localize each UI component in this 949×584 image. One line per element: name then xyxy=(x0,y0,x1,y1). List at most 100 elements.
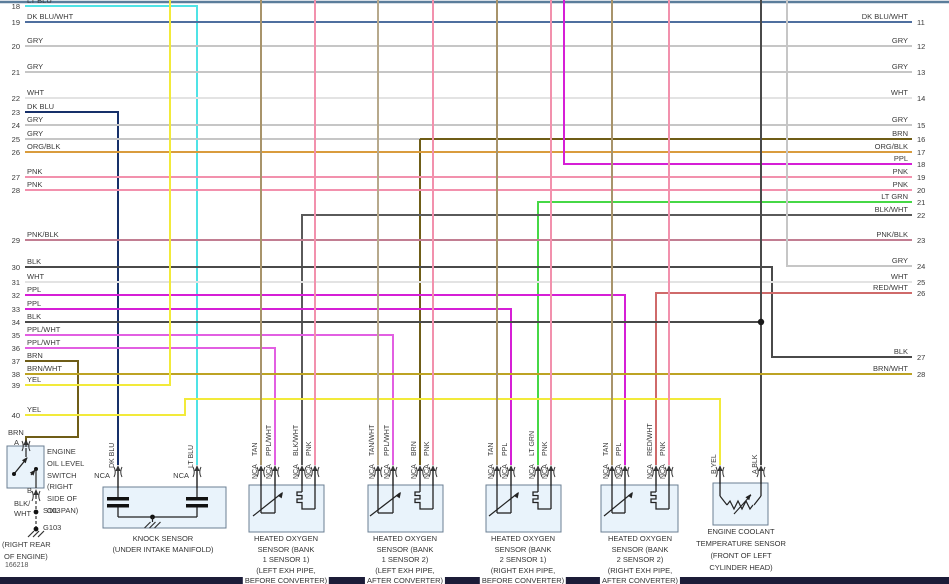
left-pin-number: 34 xyxy=(11,318,20,327)
connector-arrow-icon xyxy=(23,439,29,445)
connector-icon xyxy=(533,466,536,478)
connector-icon xyxy=(199,466,202,478)
wire-color-label: B YEL xyxy=(711,454,718,474)
right-wire-label: BRN/WHT xyxy=(873,364,908,373)
left-pin-number: 22 xyxy=(11,94,20,103)
caption-line: (RIGHT EXH PIPE, xyxy=(490,565,556,575)
caption-line: 1 SENSOR 1) xyxy=(262,555,310,564)
right-pin-number: 27 xyxy=(917,353,926,362)
caption-line: SENSOR (BANK xyxy=(494,544,552,554)
caption-line: OIL LEVEL xyxy=(47,458,85,468)
caption-line: (RIGHT xyxy=(47,482,73,492)
right-pin-number: 28 xyxy=(917,370,926,379)
oil-switch-label: G103 xyxy=(43,523,62,532)
oil-switch-label: OF ENGINE) xyxy=(4,552,48,561)
right-pin-number: 19 xyxy=(917,173,926,182)
left-pin-number: 21 xyxy=(11,68,20,77)
right-wire-label: PNK/BLK xyxy=(876,230,908,239)
knock-element-icon xyxy=(107,504,129,508)
connector-arrow-icon xyxy=(375,465,381,471)
caption-line: (UNDER INTAKE MANIFOLD) xyxy=(112,545,214,554)
caption-line: HEATED OXYGEN xyxy=(490,534,556,543)
right-wire-label: BRN xyxy=(892,129,908,138)
connector-icon xyxy=(499,466,502,478)
right-wire-label: ORG/BLK xyxy=(874,142,908,151)
wire-gry xyxy=(786,0,912,267)
engine-coolant-temp-sensor-caption: ENGINE COOLANT TEMPERATURE SENSOR (FRONT O… xyxy=(694,526,788,574)
connector-arrow-icon xyxy=(758,465,764,471)
connector-arrow-icon xyxy=(390,465,396,471)
left-pin-number: 32 xyxy=(11,291,20,300)
caption-line: HEATED OXYGEN xyxy=(253,534,319,543)
caption-line: ENGINE xyxy=(47,447,76,456)
wire-color-label: BRN xyxy=(411,441,418,456)
connector-arrow-icon xyxy=(535,465,541,471)
heater-coil-icon xyxy=(296,491,315,510)
left-pin-number: 39 xyxy=(11,381,20,390)
connector-icon xyxy=(620,466,623,478)
wire-color-label: PPL/WHT xyxy=(266,424,273,456)
right-pin-number: 25 xyxy=(917,278,926,287)
arrow-icon xyxy=(513,492,519,499)
left-wire-label: PNK xyxy=(27,180,43,189)
connector-arrow-icon xyxy=(508,465,514,471)
right-wire-label: WHT xyxy=(890,272,908,281)
left-pin-number: 29 xyxy=(11,236,20,245)
caption-line: AFTER CONVERTER) xyxy=(601,576,679,584)
connector-icon xyxy=(373,466,376,478)
nca-label: NCA xyxy=(384,464,391,479)
caption-line: (LEFT EXH PIPE, xyxy=(256,565,316,575)
caption-line: (RIGHT EXH PIPE, xyxy=(607,565,673,575)
caption-line: 1 SENSOR 2) xyxy=(381,555,429,564)
left-pin-number: 23 xyxy=(11,108,20,117)
nca-label: NCA xyxy=(252,464,259,479)
left-wire-label: PNK xyxy=(27,167,43,176)
left-pin-number: 36 xyxy=(11,344,20,353)
connector-arrow-icon xyxy=(622,465,628,471)
oil-switch-label: A xyxy=(14,438,20,447)
connector-icon xyxy=(38,490,41,502)
oil-switch-label: S103 xyxy=(43,506,61,515)
ground-icon xyxy=(37,530,45,538)
left-pin-number: 35 xyxy=(11,331,20,340)
wire-color-label: TAN xyxy=(603,442,610,456)
right-pin-number: 11 xyxy=(917,18,925,27)
variable-arrow xyxy=(369,492,401,517)
ground-icon xyxy=(154,521,161,529)
connector-icon xyxy=(317,466,320,478)
right-wire-label: GRY xyxy=(891,256,908,265)
ground-icon xyxy=(32,530,40,538)
knock-element-icon xyxy=(186,497,208,501)
right-wire-label: GRY xyxy=(891,36,908,45)
connector-icon xyxy=(664,466,667,478)
left-pin-number: 31 xyxy=(11,278,20,287)
thermistor-icon xyxy=(726,499,754,511)
right-pin-number: 17 xyxy=(917,148,926,157)
connector-icon xyxy=(21,440,24,452)
caption-line: BEFORE CONVERTER) xyxy=(244,576,328,584)
wire-red-wht xyxy=(655,292,912,465)
right-wire-label: BLK/WHT xyxy=(874,205,908,214)
wire-color-label: PNK xyxy=(424,441,431,456)
wire-color-label: A BLK xyxy=(752,454,759,474)
switch-contact-dot xyxy=(12,472,16,476)
right-pin-number: 12 xyxy=(917,42,926,51)
oil-switch-label: (RIGHT REAR xyxy=(2,540,51,549)
wire-yel xyxy=(25,398,721,465)
right-pin-number: 16 xyxy=(917,135,926,144)
caption-line: TEMPERATURE SENSOR xyxy=(696,539,786,548)
wire-color-label: PNK xyxy=(542,441,549,456)
knock-element-icon xyxy=(107,497,129,501)
nca-label: NCA xyxy=(660,464,667,479)
connector-arrow-icon xyxy=(417,465,423,471)
wire-blk xyxy=(25,266,912,358)
wire-color-label: PPL xyxy=(502,442,509,456)
connector-arrow-icon xyxy=(272,465,278,471)
connector-icon xyxy=(277,466,280,478)
wire-color-label: TAN xyxy=(488,442,495,456)
right-wire-label: PPL xyxy=(893,154,908,163)
left-wire-label: DK BLU/WHT xyxy=(27,12,74,21)
nca-label: NCA xyxy=(94,471,110,480)
left-pin-number: 18 xyxy=(11,2,20,11)
knock-element-icon xyxy=(186,504,208,508)
